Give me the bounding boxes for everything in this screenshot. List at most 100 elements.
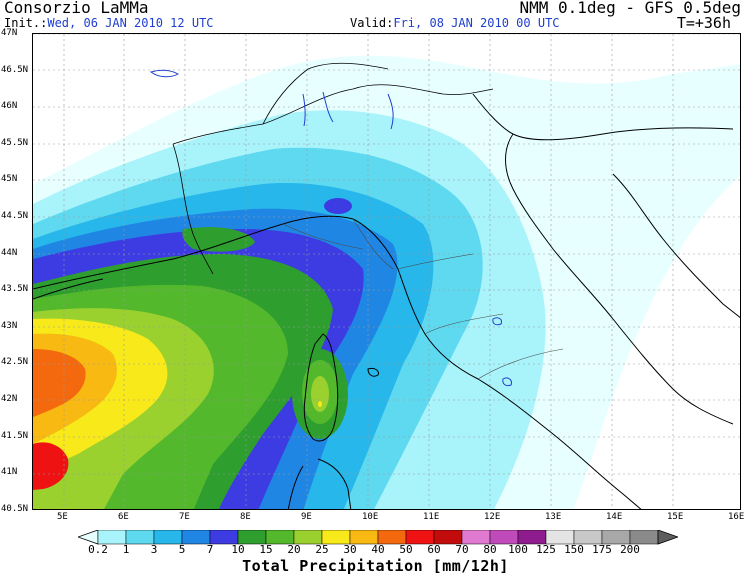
coastlines xyxy=(33,93,740,509)
legend-swatch xyxy=(517,530,547,545)
lake-geneva xyxy=(149,69,180,78)
lon-label: 15E xyxy=(667,512,684,522)
lake-garda xyxy=(387,93,394,130)
legend-level-label: 25 xyxy=(315,543,329,556)
legend-level-label: 7 xyxy=(206,543,214,556)
italy-east-coast xyxy=(505,133,734,425)
alpine-border xyxy=(172,84,494,145)
valid-time: Valid:Fri, 08 JAN 2010 00 UTC xyxy=(350,16,560,30)
lat-label: 43N xyxy=(1,320,18,331)
legend-swatch xyxy=(461,530,491,545)
lat-label: 45.5N xyxy=(1,137,29,148)
legend-swatch xyxy=(573,530,603,545)
france-coast xyxy=(33,278,104,300)
legend-level-label: 20 xyxy=(287,543,301,556)
lon-label: 7E xyxy=(179,512,190,522)
legend-swatch xyxy=(97,530,127,545)
lon-label: 10E xyxy=(362,512,379,522)
precipitation-field xyxy=(33,55,740,509)
precip-band-50 xyxy=(33,349,86,417)
legend-level-label: 0.2 xyxy=(88,543,108,556)
legend-level-label: 150 xyxy=(564,543,584,556)
lat-label: 41N xyxy=(1,467,18,478)
corsica-coast xyxy=(303,333,339,442)
lat-label: 43.5N xyxy=(1,284,29,295)
adriatic-east-coast xyxy=(612,173,740,319)
elba-coast xyxy=(367,368,379,377)
france-italy-border xyxy=(172,143,214,275)
legend-swatch xyxy=(601,530,631,545)
lat-label: 44.5N xyxy=(1,211,29,221)
lon-label: 6E xyxy=(118,512,129,522)
lon-label: 5E xyxy=(57,512,68,522)
legend-swatch xyxy=(629,530,659,545)
legend-level-label: 70 xyxy=(455,543,469,556)
legend-swatch xyxy=(265,530,295,545)
lon-label: 9E xyxy=(301,512,312,522)
legend-level-label: 60 xyxy=(427,543,441,556)
liguria-band-15 xyxy=(182,227,255,252)
legend-level-label: 80 xyxy=(483,543,497,556)
legend-level-label: 30 xyxy=(343,543,357,556)
lat-label: 46N xyxy=(1,101,18,112)
legend-arrow-low xyxy=(78,530,99,545)
legend-level-label: 175 xyxy=(592,543,612,556)
lat-label: 45N xyxy=(1,174,18,185)
valid-label: Valid: xyxy=(350,16,394,30)
corsica-band-30 xyxy=(318,401,322,407)
legend-swatch xyxy=(377,530,407,545)
corsica-band-25 xyxy=(311,376,329,412)
legend-arrow-high xyxy=(657,530,678,545)
po-valley-north xyxy=(472,93,734,141)
lon-label: 14E xyxy=(606,512,623,522)
legend-level-label: 100 xyxy=(508,543,528,556)
legend-swatch xyxy=(321,530,351,545)
init-time: Init.:Wed, 06 JAN 2010 12 UTC xyxy=(4,16,214,30)
swiss-border xyxy=(262,62,389,125)
legend-level-label: 5 xyxy=(178,543,186,556)
legend-level-label: 125 xyxy=(536,543,556,556)
legend-swatch xyxy=(489,530,519,545)
lon-label: 11E xyxy=(423,512,440,522)
borders xyxy=(172,62,564,380)
model-title: NMM 0.1deg - GFS 0.5deg xyxy=(519,0,741,17)
legend-level-label: 10 xyxy=(231,543,245,556)
sardinia-coast xyxy=(287,458,352,509)
precip-band-60 xyxy=(33,442,69,490)
lon-label: 12E xyxy=(484,512,501,522)
valid-value: Fri, 08 JAN 2010 00 UTC xyxy=(393,16,560,30)
legend-level-label: 3 xyxy=(150,543,158,556)
lat-label: 41.5N xyxy=(1,430,29,441)
lat-label: 40.5N xyxy=(1,503,29,514)
graticule xyxy=(33,34,740,509)
legend-level-label: 1 xyxy=(122,543,130,556)
lake-bolsena xyxy=(502,377,512,387)
legend-swatch xyxy=(209,530,239,545)
legend-level-label: 15 xyxy=(259,543,273,556)
forecast-lead-time: T=+36h xyxy=(676,14,731,32)
legend-swatch xyxy=(181,530,211,545)
legend-swatch xyxy=(293,530,323,545)
liguria-band-10 xyxy=(324,198,352,214)
lake-trasimeno xyxy=(492,317,502,326)
lat-label: 46.5N xyxy=(1,64,29,75)
lat-label: 42.5N xyxy=(1,357,29,368)
precipitation-map xyxy=(32,33,741,510)
legend-swatch xyxy=(237,530,267,545)
legend-level-label: 200 xyxy=(620,543,640,556)
lat-label: 44N xyxy=(1,247,18,258)
lake-como xyxy=(322,91,334,123)
lat-label: 47N xyxy=(1,28,18,38)
map-canvas xyxy=(33,34,740,509)
lake-maggiore xyxy=(302,93,306,127)
lon-label: 8E xyxy=(240,512,251,522)
lat-label: 42N xyxy=(1,394,18,404)
legend-swatch xyxy=(405,530,435,545)
legend-swatch xyxy=(545,530,575,545)
regional-borders xyxy=(282,218,564,380)
legend-level-label: 50 xyxy=(399,543,413,556)
precipitation-legend-bar xyxy=(78,530,678,545)
organization-title: Consorzio LaMMa xyxy=(4,0,149,17)
lakes xyxy=(149,69,512,387)
legend-title: Total Precipitation [mm/12h] xyxy=(242,557,509,575)
